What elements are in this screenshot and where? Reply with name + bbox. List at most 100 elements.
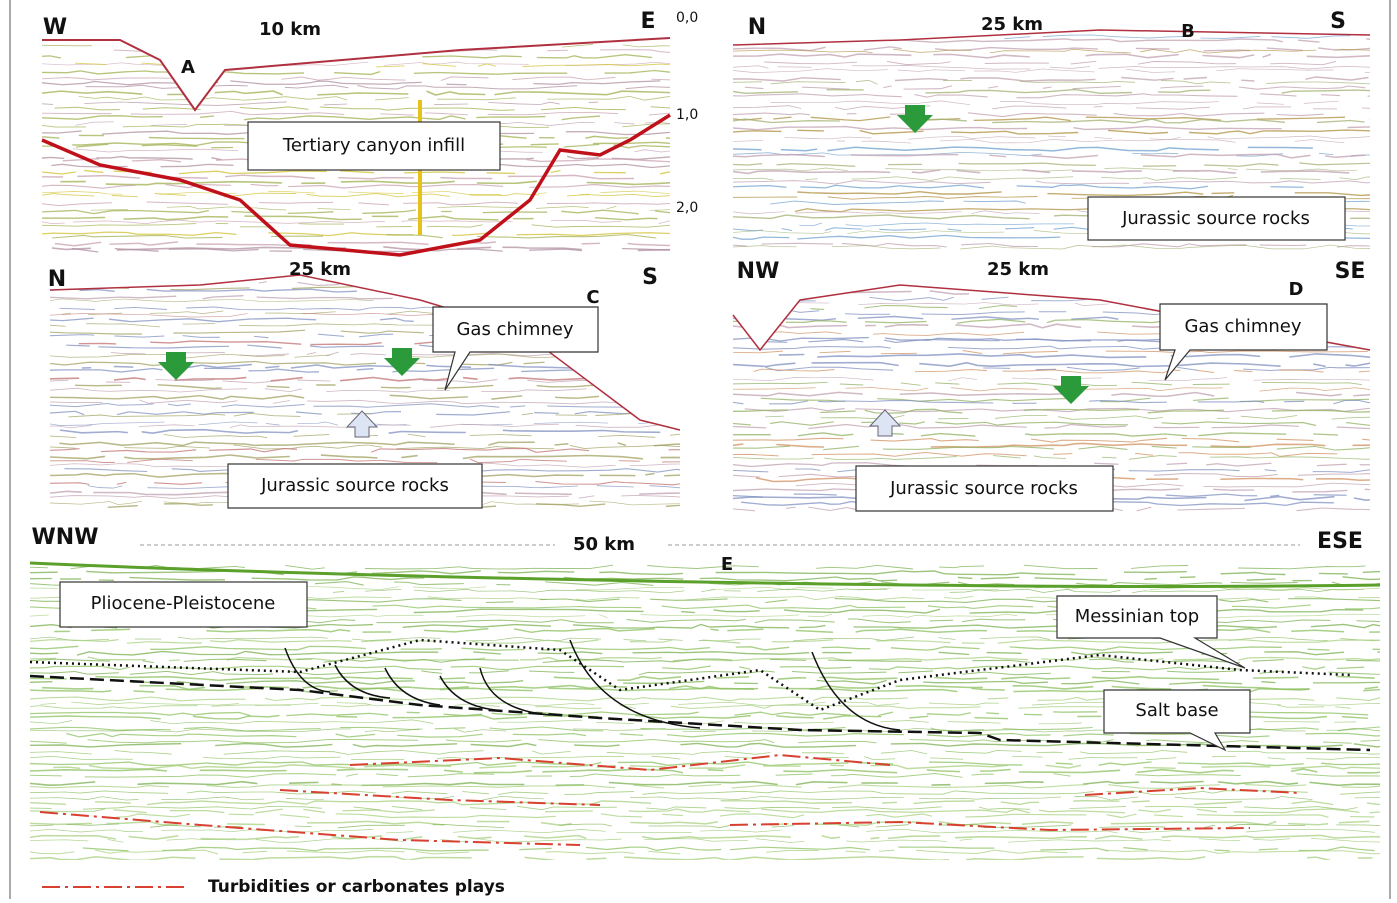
orientation-left: NW <box>737 259 780 284</box>
scale-label: 25 km <box>981 14 1043 35</box>
reflector <box>733 433 1397 436</box>
label: Gas chimney <box>456 319 573 340</box>
reflector <box>42 102 683 106</box>
reflector <box>114 49 686 53</box>
reflector <box>733 54 1370 58</box>
reflector <box>60 181 692 185</box>
reflector <box>42 210 676 214</box>
reflector <box>42 191 680 195</box>
reflector <box>30 680 1397 684</box>
reflector <box>42 220 671 224</box>
reflector <box>733 152 1384 156</box>
reflector <box>50 459 684 463</box>
reflector <box>83 847 1383 851</box>
seismic-texture <box>30 35 1397 860</box>
reflector <box>733 154 1385 158</box>
reflector <box>733 422 1385 426</box>
reflector <box>50 445 695 449</box>
reflector <box>733 139 1373 143</box>
reflector <box>733 147 1373 151</box>
reflector <box>733 438 1388 442</box>
panel-letter: A <box>181 57 195 78</box>
reflector <box>733 80 1375 84</box>
reflector <box>30 756 1397 760</box>
orientation-right: ESE <box>1317 529 1363 554</box>
reflector <box>116 814 1397 818</box>
panel-letter: B <box>1181 21 1195 42</box>
depth-label: 1,0 <box>676 107 698 123</box>
reflector <box>79 341 700 345</box>
label: Jurassic source rocks <box>260 475 449 496</box>
reflector <box>55 107 684 111</box>
reflector <box>79 96 671 100</box>
reflector <box>30 821 1397 825</box>
reflector <box>75 63 688 67</box>
reflector <box>797 192 1378 196</box>
reflector <box>42 116 697 120</box>
orientation-left: N <box>48 267 66 292</box>
reflector <box>733 446 1386 450</box>
reflector <box>42 81 685 85</box>
reflector <box>733 117 1386 121</box>
reflector <box>50 455 705 459</box>
reflector <box>42 77 681 81</box>
reflector <box>42 216 688 220</box>
reflector <box>42 38 678 42</box>
reflector <box>50 395 680 399</box>
reflector <box>30 774 1384 778</box>
reflector <box>50 299 704 303</box>
label: Jurassic source rocks <box>889 478 1078 499</box>
legend-label: Turbidities or carbonates plays <box>208 877 505 897</box>
reflector <box>42 232 687 236</box>
reflector <box>42 175 696 179</box>
reflector <box>733 388 1372 392</box>
label: Gas chimney <box>1184 316 1301 337</box>
reflector <box>733 377 1385 381</box>
reflector <box>779 354 1371 358</box>
reflector <box>771 101 1372 105</box>
reflector <box>50 377 691 381</box>
label: Pliocene-Pleistocene <box>91 593 276 614</box>
arrow <box>158 352 194 380</box>
reflector <box>50 400 700 404</box>
scale-label: 25 km <box>289 259 351 280</box>
reflector <box>50 313 696 317</box>
label: Messinian top <box>1075 606 1199 627</box>
reflector <box>733 66 1379 70</box>
reflector <box>30 857 1397 861</box>
reflector <box>30 806 1395 810</box>
reflector <box>745 86 1395 90</box>
reflector <box>30 577 1390 581</box>
depth-label: 0,0 <box>676 10 698 26</box>
reflector <box>50 448 705 452</box>
reflector <box>733 177 1385 181</box>
reflector <box>733 113 1386 117</box>
reflector <box>733 69 1386 73</box>
reflector <box>30 751 1397 755</box>
reflector <box>42 71 689 75</box>
reflector <box>733 456 1389 460</box>
panel-letter: E <box>721 554 733 575</box>
orientation-left: WNW <box>32 525 99 550</box>
orientation-left: W <box>43 15 67 40</box>
reflector <box>754 369 1385 373</box>
reflector <box>42 111 683 115</box>
reflector <box>42 202 684 206</box>
reflector <box>30 839 1390 843</box>
figure: W 10 km E A Tertiary canyon infill 0,0 1… <box>0 0 1397 899</box>
reflector <box>42 91 683 95</box>
reflector <box>30 829 1391 833</box>
reflector <box>733 47 1384 51</box>
arrow <box>384 348 420 376</box>
reflector <box>66 733 1385 737</box>
reflector <box>733 443 1380 447</box>
arrow <box>347 411 377 437</box>
reflector <box>785 136 1376 140</box>
orientation-right: SE <box>1335 259 1366 284</box>
reflector <box>55 242 690 246</box>
reflector <box>764 61 1370 65</box>
reflector <box>733 363 1372 367</box>
reflector <box>733 130 1372 134</box>
reflector <box>50 362 703 366</box>
reflector <box>30 850 1397 854</box>
